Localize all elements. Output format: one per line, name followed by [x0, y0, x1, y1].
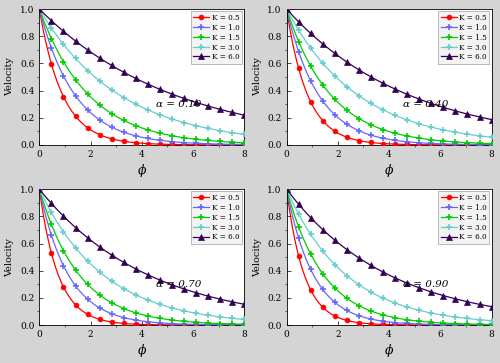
- Y-axis label: Velocity: Velocity: [6, 238, 15, 277]
- Legend: K = 0.5, K = 1.0, K = 1.5, K = 3.0, K = 6.0: K = 0.5, K = 1.0, K = 1.5, K = 3.0, K = …: [190, 191, 242, 244]
- Text: α = 0.40: α = 0.40: [404, 100, 449, 109]
- Y-axis label: Velocity: Velocity: [6, 58, 15, 97]
- X-axis label: ϕ: ϕ: [385, 344, 394, 358]
- X-axis label: ϕ: ϕ: [385, 164, 394, 178]
- Y-axis label: Velocity: Velocity: [253, 58, 262, 97]
- Text: α = 0.70: α = 0.70: [156, 280, 202, 289]
- Y-axis label: Velocity: Velocity: [253, 238, 262, 277]
- Legend: K = 0.5, K = 1.0, K = 1.5, K = 3.0, K = 6.0: K = 0.5, K = 1.0, K = 1.5, K = 3.0, K = …: [438, 11, 490, 64]
- Text: α = 0.90: α = 0.90: [404, 280, 449, 289]
- Legend: K = 0.5, K = 1.0, K = 1.5, K = 3.0, K = 6.0: K = 0.5, K = 1.0, K = 1.5, K = 3.0, K = …: [190, 11, 242, 64]
- X-axis label: ϕ: ϕ: [138, 164, 146, 178]
- X-axis label: ϕ: ϕ: [138, 344, 146, 358]
- Legend: K = 0.5, K = 1.0, K = 1.5, K = 3.0, K = 6.0: K = 0.5, K = 1.0, K = 1.5, K = 3.0, K = …: [438, 191, 490, 244]
- Text: α = 0.10: α = 0.10: [156, 100, 202, 109]
